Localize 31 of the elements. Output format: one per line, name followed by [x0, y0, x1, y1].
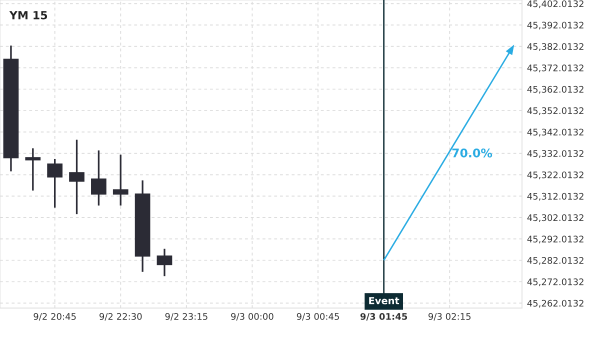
x-tick-label: 9/2 22:30 — [99, 313, 142, 321]
y-tick-label: 45,342.0132 — [527, 128, 584, 136]
y-tick-label: 45,322.0132 — [527, 171, 584, 180]
x-tick-label: 9/3 00:45 — [296, 313, 339, 321]
y-tick-label: 45,272.0132 — [527, 278, 584, 286]
y-tick-label: 45,392.0132 — [527, 22, 584, 30]
x-tick-label: 9/2 20:45 — [34, 313, 76, 321]
y-tick-label: 45,362.0132 — [527, 86, 584, 94]
y-tick-label: 45,352.0132 — [527, 107, 584, 116]
x-tick-label: 9/3 02:15 — [428, 313, 471, 321]
y-tick-label: 45,262.0132 — [527, 300, 584, 308]
candlestick — [47, 158, 63, 208]
y-tick-label: 45,402.0132 — [527, 0, 584, 8]
x-tick-label: 9/3 00:00 — [231, 313, 274, 321]
candlestick — [69, 140, 84, 214]
y-tick-label: 45,302.0132 — [527, 214, 584, 222]
x-tick-label: 9/3 01:45 — [360, 313, 408, 321]
candlestick — [156, 248, 172, 276]
candlestick — [25, 148, 41, 191]
candlestick — [112, 154, 128, 206]
text: YM 15 — [9, 11, 48, 20]
candlestick — [91, 150, 106, 206]
y-tick-label: 45,312.0132 — [527, 192, 584, 201]
y-tick-label: 45,282.0132 — [527, 257, 584, 265]
ref-line-label: Event — [369, 297, 400, 304]
annotation: 70.0% — [452, 148, 492, 158]
y-tick-label: 45,292.0132 — [527, 236, 584, 244]
y-tick-label: 45,372.0132 — [527, 64, 584, 72]
y-tick-label: 45,332.0132 — [527, 150, 584, 158]
y-tick-label: 45,382.0132 — [527, 43, 584, 51]
x-tick-label: 9/2 23:15 — [165, 313, 208, 321]
